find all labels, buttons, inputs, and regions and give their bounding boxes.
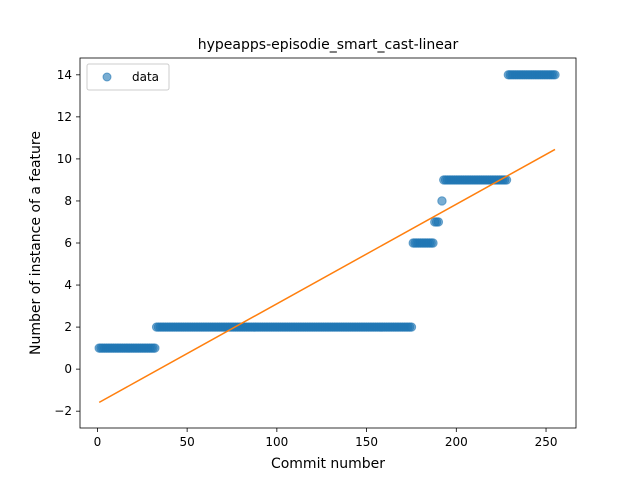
y-axis-ticks: −2 0 2 4 6 8 10 12 14 bbox=[54, 68, 80, 418]
x-axis-label: Commit number bbox=[271, 456, 385, 472]
data-point bbox=[433, 217, 444, 227]
legend-marker bbox=[102, 72, 112, 82]
data-point bbox=[428, 238, 438, 248]
legend-label: data bbox=[132, 70, 159, 84]
data-point bbox=[437, 196, 447, 206]
x-tick-label: 0 bbox=[94, 435, 102, 449]
x-tick-label: 100 bbox=[265, 435, 288, 449]
x-tick-label: 200 bbox=[445, 435, 468, 449]
y-tick-label: 10 bbox=[57, 152, 72, 166]
y-tick-label: 12 bbox=[57, 110, 72, 124]
y-tick-label: 14 bbox=[57, 68, 72, 82]
fit-line-path bbox=[98, 148, 556, 404]
data-points bbox=[94, 70, 560, 353]
y-tick-label: 4 bbox=[64, 278, 72, 292]
data-point bbox=[150, 343, 160, 353]
y-tick-label: 8 bbox=[64, 194, 72, 208]
y-tick-label: −2 bbox=[54, 404, 72, 418]
x-tick-label: 50 bbox=[179, 435, 194, 449]
data-point bbox=[550, 70, 560, 80]
legend-box bbox=[86, 63, 170, 91]
x-axis-ticks: 0 50 100 150 200 250 bbox=[94, 428, 558, 449]
chart-title: hypeapps-episodie_smart_cast-linear bbox=[198, 37, 459, 53]
y-tick-label: 2 bbox=[64, 320, 72, 334]
legend: data bbox=[86, 63, 170, 91]
x-tick-label: 150 bbox=[355, 435, 378, 449]
y-tick-label: 6 bbox=[64, 236, 72, 250]
y-axis-label: Number of instance of a feature bbox=[28, 131, 44, 355]
data-point bbox=[406, 322, 417, 332]
fit-line bbox=[98, 148, 556, 404]
x-tick-label: 250 bbox=[535, 435, 558, 449]
y-tick-label: 0 bbox=[64, 362, 72, 376]
